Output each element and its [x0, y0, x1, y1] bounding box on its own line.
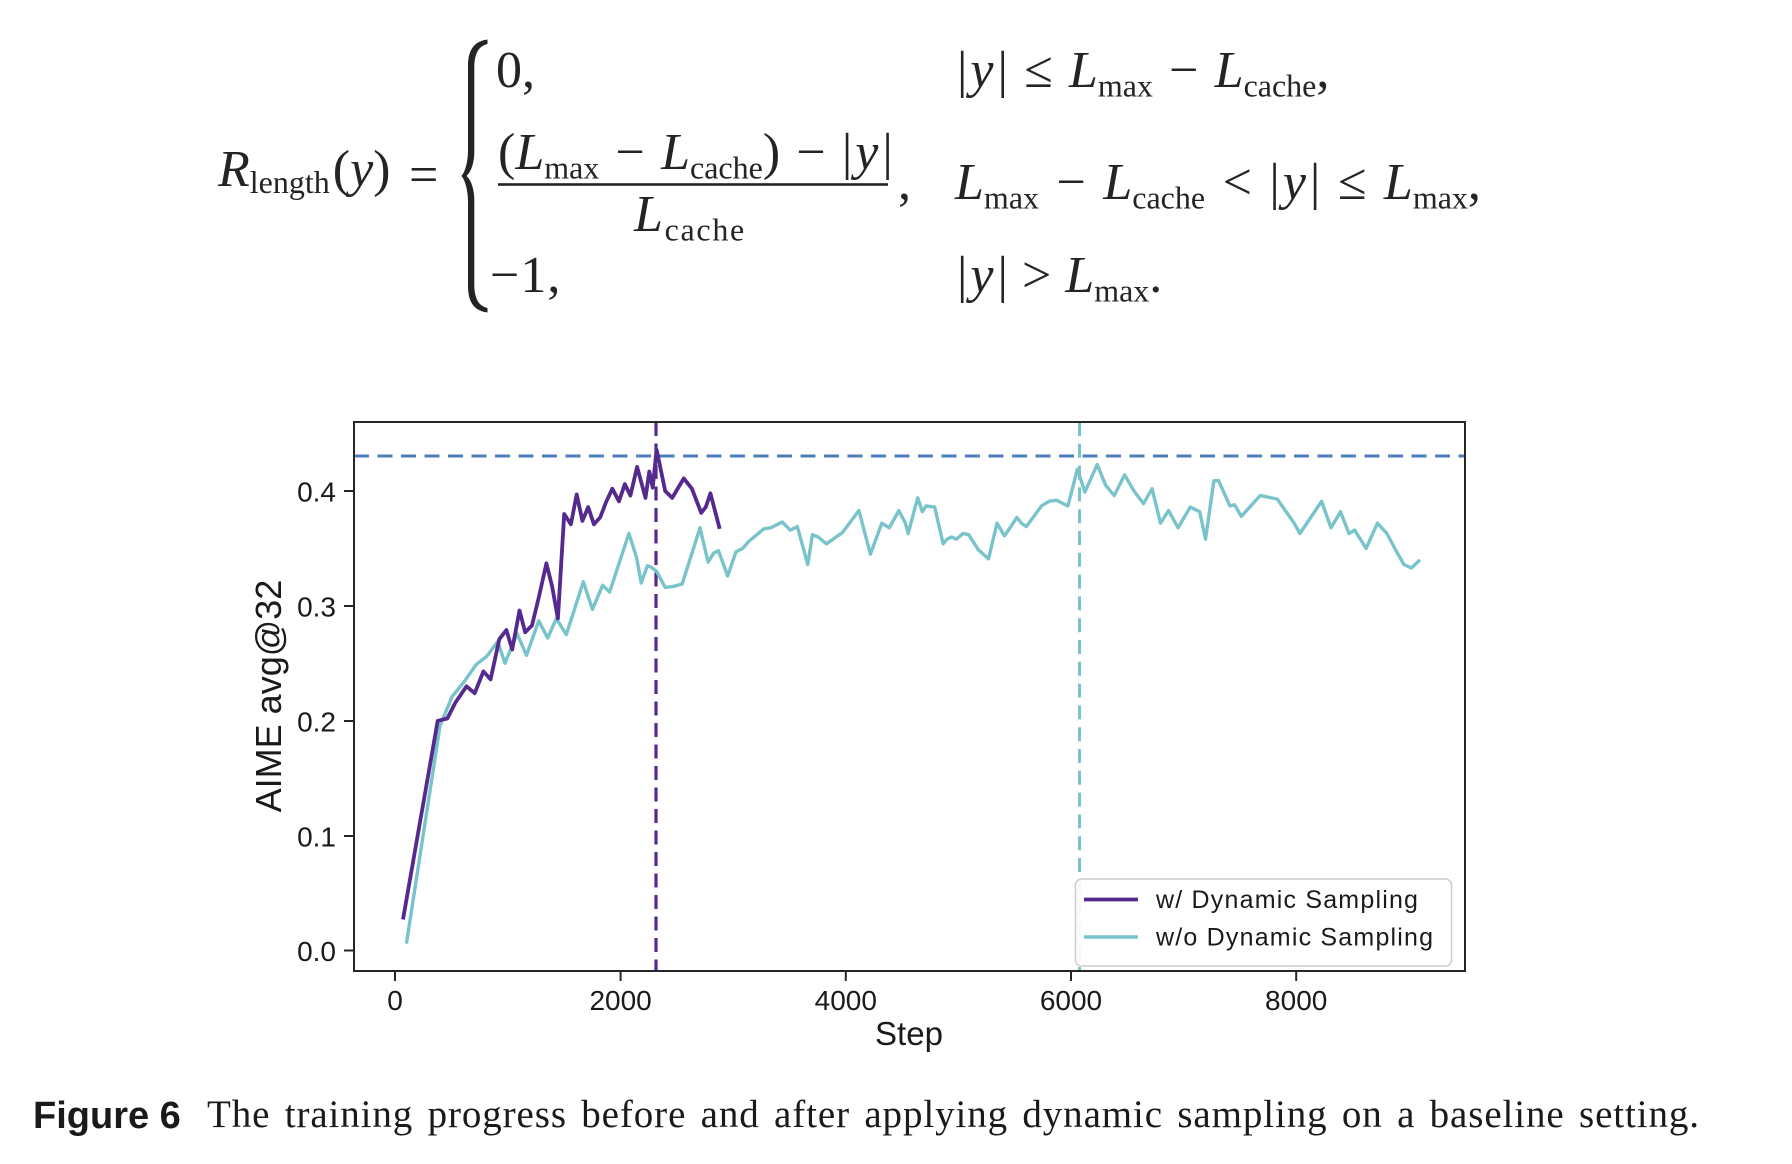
svg-text:Rlength(y): Rlength(y) [217, 141, 391, 200]
svg-text:,: , [898, 154, 911, 211]
svg-text:w/ Dynamic Sampling: w/ Dynamic Sampling [1155, 886, 1419, 914]
svg-text:0.4: 0.4 [297, 477, 336, 508]
svg-text:Lcache: Lcache [633, 186, 746, 248]
svg-text:|y| > Lmax.: |y| > Lmax. [957, 247, 1162, 309]
svg-text:0,: 0, [496, 42, 535, 99]
svg-text:0.3: 0.3 [297, 592, 336, 623]
svg-text:The training progress before a: The training progress before and after a… [207, 1093, 1700, 1136]
svg-text:0.1: 0.1 [297, 822, 336, 853]
svg-text:|y| ≤ Lmax − Lcache,: |y| ≤ Lmax − Lcache, [957, 42, 1329, 104]
svg-text:4000: 4000 [815, 985, 877, 1016]
svg-text:6000: 6000 [1040, 985, 1102, 1016]
svg-text:2000: 2000 [589, 985, 651, 1016]
svg-text:Step: Step [875, 1015, 943, 1052]
svg-text:0.2: 0.2 [297, 707, 336, 738]
svg-text:8000: 8000 [1265, 985, 1327, 1016]
svg-text:(Lmax − Lcache) − |y|: (Lmax − Lcache) − |y| [498, 124, 893, 186]
svg-text:Figure 6: Figure 6 [33, 1095, 181, 1137]
svg-text:0.0: 0.0 [297, 936, 336, 967]
svg-text:=: = [409, 147, 438, 204]
svg-text:0: 0 [387, 985, 403, 1016]
svg-text:−1,: −1, [490, 247, 561, 304]
svg-text:AIME avg@32: AIME avg@32 [248, 580, 289, 813]
svg-text:w/o Dynamic Sampling: w/o Dynamic Sampling [1155, 924, 1434, 952]
svg-text:Lmax − Lcache < |y| ≤ Lmax,: Lmax − Lcache < |y| ≤ Lmax, [954, 154, 1481, 216]
